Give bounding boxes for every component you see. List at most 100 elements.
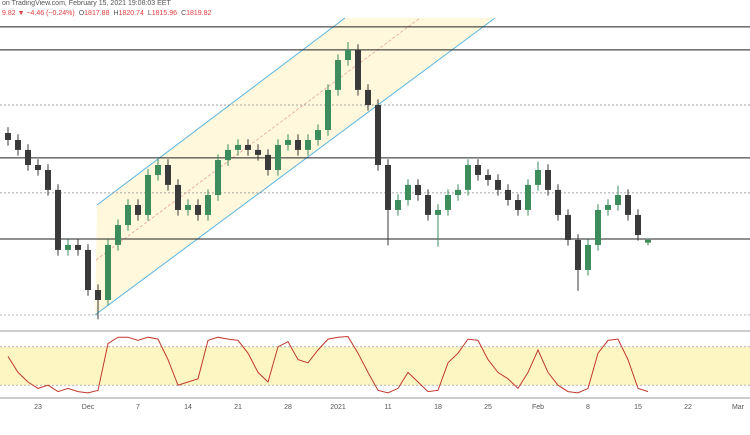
candle-body: [175, 184, 181, 210]
ohlc-label: H: [113, 10, 118, 17]
candle-body: [185, 204, 191, 210]
candle-body: [295, 139, 301, 150]
candle-body: [115, 225, 121, 245]
candle-body: [455, 189, 461, 196]
candle-body: [235, 144, 241, 150]
candle-body: [505, 189, 511, 200]
candle-body: [205, 195, 211, 215]
candle-body: [225, 149, 231, 161]
candle-body: [55, 189, 61, 250]
x-tick-label: 2021: [330, 404, 346, 411]
x-tick-label: 22: [684, 404, 692, 411]
channel-lower: [94, 17, 496, 316]
ohlc-value: 1819.82: [186, 10, 211, 17]
x-tick-label: Feb: [532, 404, 544, 411]
candle-body: [245, 144, 251, 150]
x-tick-label: 15: [634, 404, 642, 411]
candle-body: [575, 239, 581, 270]
candle-body: [475, 165, 481, 175]
candle-body: [485, 174, 491, 180]
candle-body: [545, 169, 551, 190]
candle-body: [625, 195, 631, 215]
ohlc-value: 1817.88: [84, 10, 109, 17]
candle-body: [425, 195, 431, 215]
candle-body: [135, 204, 141, 215]
candle-body: [155, 165, 161, 175]
candle-body: [45, 169, 51, 190]
x-tick-label: 21: [234, 404, 242, 411]
candle-body: [345, 49, 351, 61]
candle-body: [255, 149, 261, 155]
candle-body: [265, 154, 271, 170]
candle-body: [495, 179, 501, 190]
oscillator-line: [7, 336, 649, 394]
x-tick-label: 28: [284, 404, 292, 411]
ohlc-label: C: [181, 10, 186, 17]
candle-body: [85, 249, 91, 291]
candle-body: [5, 132, 11, 140]
candle-body: [555, 189, 561, 215]
candle-body: [25, 149, 31, 165]
candle-body: [465, 165, 471, 190]
candle-body: [595, 209, 601, 245]
candle-body: [305, 139, 311, 150]
x-tick-label: 11: [384, 404, 391, 411]
candle-body: [75, 244, 81, 250]
candle-body: [335, 60, 341, 90]
x-tick-label: Mar: [732, 404, 745, 411]
header-change: 9.82 ▼ −4.46 (−0.24%): [2, 10, 75, 17]
ohlc-value: 1820.74: [119, 10, 144, 17]
candle-body: [145, 174, 151, 215]
candle-body: [125, 204, 131, 226]
candle-body: [315, 130, 321, 140]
candle-body: [215, 160, 221, 196]
candle-body: [645, 239, 651, 243]
candle-body: [285, 139, 291, 145]
candle-body: [325, 89, 331, 131]
candle-body: [565, 214, 571, 240]
ohlc-value: 1815.96: [152, 10, 177, 17]
candle-body: [165, 165, 171, 185]
candle-body: [275, 144, 281, 170]
candle-body: [515, 199, 521, 210]
candle-body: [415, 184, 421, 196]
candle-body: [15, 139, 21, 150]
x-tick-label: 14: [184, 404, 192, 411]
candle-body: [445, 195, 451, 210]
ohlc-label: L: [148, 10, 152, 17]
x-tick-label: 25: [484, 404, 492, 411]
oscillator: [0, 336, 750, 394]
band-fill: [0, 346, 750, 386]
x-tick-label: 23: [34, 404, 42, 411]
candle-body: [105, 244, 111, 300]
header-quote: 9.82 ▼ −4.46 (−0.24%) O1817.88 H1820.74 L18…: [2, 10, 212, 17]
header-source: on TradingView.com, February 15, 2021 19…: [2, 0, 171, 7]
candle-body: [65, 244, 71, 250]
candle-body: [355, 49, 361, 90]
candle-body: [405, 184, 411, 200]
candle-body: [95, 290, 101, 300]
candle-body: [635, 214, 641, 235]
candle-body: [385, 165, 391, 210]
candle-body: [395, 199, 401, 210]
x-tick-label: Dec: [82, 404, 95, 411]
x-tick-label: 8: [586, 404, 590, 411]
candle-body: [375, 104, 381, 165]
candle-body: [535, 169, 541, 185]
candle-body: [585, 244, 591, 270]
candle-body: [615, 195, 621, 205]
candle-body: [435, 209, 441, 215]
candle-body: [605, 204, 611, 210]
ohlc-label: O: [79, 10, 85, 17]
channel-mid: [95, 17, 421, 261]
candle-body: [195, 204, 201, 215]
x-tick-label: 7: [136, 404, 140, 411]
candle-body: [35, 165, 41, 170]
candle-body: [525, 184, 531, 210]
channel-upper: [96, 17, 346, 206]
candle-body: [365, 89, 371, 105]
candles: [5, 41, 651, 320]
x-tick-label: 18: [434, 404, 442, 411]
x-axis: 23 Dec 7 14 21 28 2021 11 18 25 Feb 8 15 22 Mar: [34, 404, 745, 411]
